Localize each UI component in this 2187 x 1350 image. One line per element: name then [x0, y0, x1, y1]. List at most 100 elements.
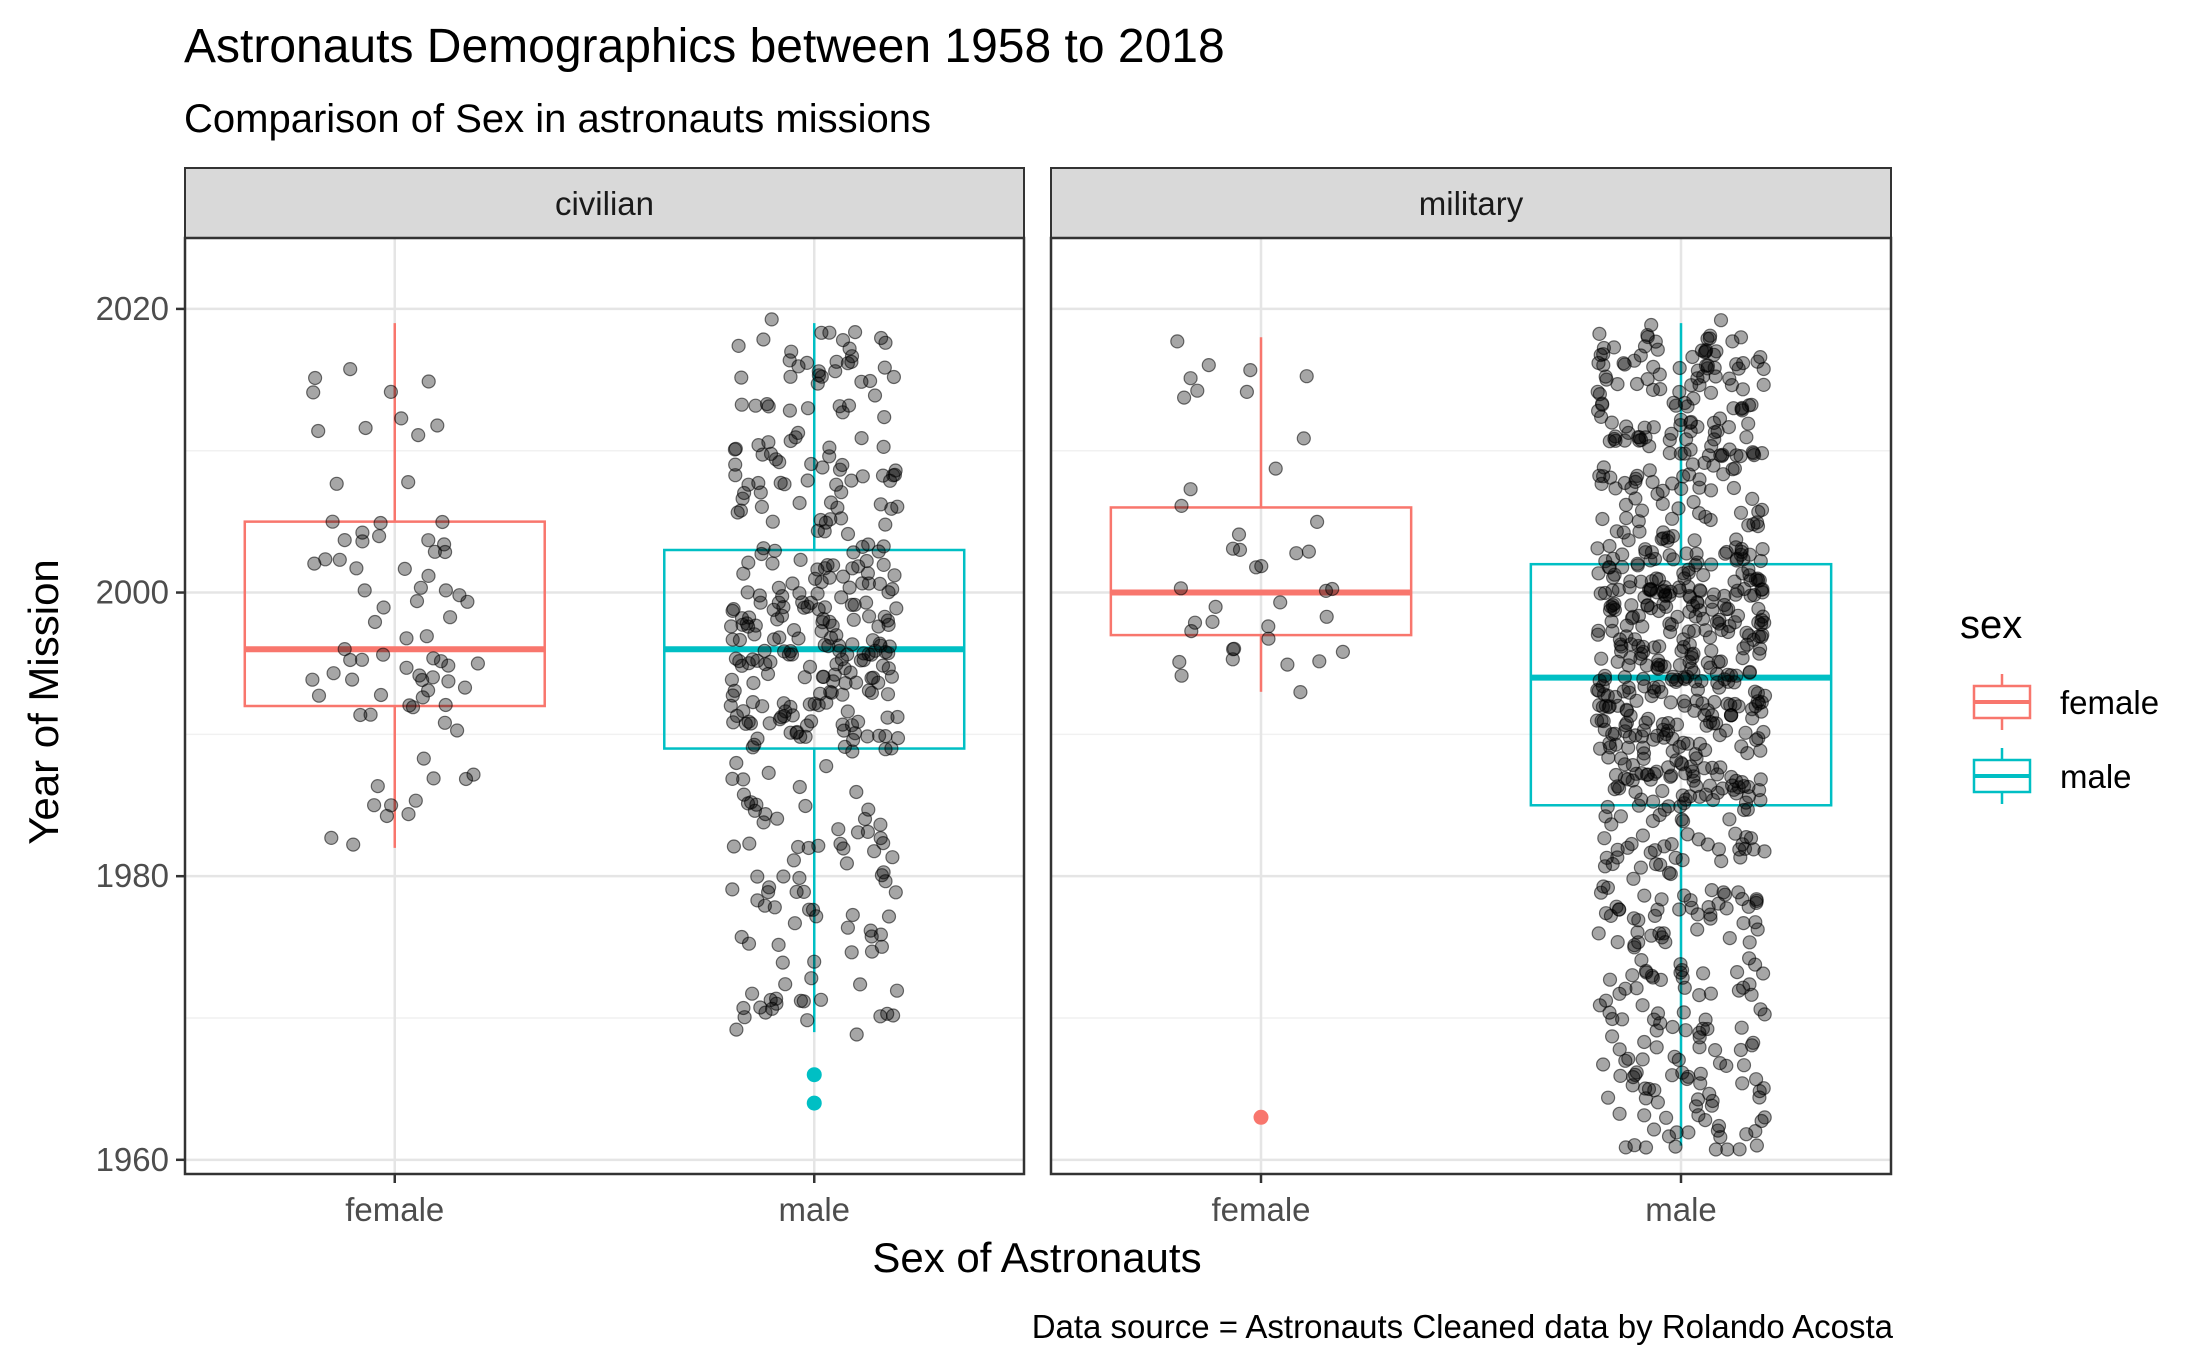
jitter-point	[1613, 809, 1629, 824]
jitter-point	[834, 590, 849, 605]
jitter-point	[1598, 993, 1614, 1008]
jitter-point	[889, 983, 905, 998]
jitter-point	[1735, 382, 1751, 397]
jitter-point	[376, 600, 391, 615]
jitter-point	[1649, 1040, 1664, 1055]
jitter-point	[1603, 740, 1618, 755]
jitter-point	[384, 798, 399, 813]
jitter-point	[1725, 334, 1740, 349]
jitter-point	[1709, 666, 1725, 682]
jitter-point	[742, 836, 757, 851]
jitter-point	[845, 907, 860, 923]
jitter-point	[1704, 708, 1720, 723]
jitter-point	[1672, 657, 1688, 673]
jitter-point	[1751, 504, 1766, 519]
jitter-point	[846, 545, 861, 560]
jitter-point	[1662, 616, 1677, 631]
jitter-point	[768, 452, 784, 467]
jitter-point	[799, 355, 815, 370]
jitter-point	[1665, 1019, 1680, 1035]
box-iqr	[1529, 562, 1833, 807]
jitter-point	[800, 1013, 815, 1028]
jitter-point	[421, 533, 436, 548]
jitter-point	[1739, 430, 1754, 445]
jitter-point	[792, 495, 807, 511]
jitter-point	[828, 364, 843, 379]
jitter-point	[1704, 439, 1719, 454]
jitter-point	[1653, 857, 1668, 872]
jitter-point	[1739, 1127, 1754, 1142]
jitter-point	[763, 992, 778, 1008]
facet-panels: civilian female male military female male	[183, 167, 1893, 1228]
jitter-point	[1698, 623, 1713, 638]
jitter-point	[840, 356, 856, 371]
jitter-point	[1702, 1086, 1717, 1102]
jitter-point	[1691, 832, 1706, 847]
jitter-point	[358, 420, 373, 436]
jitter-point	[804, 971, 819, 986]
jitter-point	[1591, 683, 1606, 698]
jitter-point	[1208, 599, 1223, 615]
jitter-point	[1693, 1076, 1708, 1091]
jitter-point	[876, 439, 891, 454]
jitter-point	[1636, 746, 1652, 761]
jitter-point	[793, 993, 809, 1008]
jitter-point	[1662, 446, 1677, 461]
jitter-point	[416, 751, 431, 766]
jitter-point	[1592, 326, 1607, 341]
jitter-point	[1293, 684, 1308, 700]
facet-strip-civilian	[184, 167, 1025, 239]
jitter-point	[863, 923, 878, 938]
jitter-point	[1753, 553, 1768, 569]
jitter-point	[741, 714, 756, 729]
jitter-point	[1672, 384, 1687, 400]
jitter-point	[425, 670, 440, 685]
jitter-point	[1755, 541, 1770, 557]
jitter-point	[325, 514, 340, 529]
jitter-point	[1731, 885, 1746, 900]
jitter-point	[1685, 457, 1700, 472]
jitter-point	[1205, 614, 1220, 630]
jitter-point	[1739, 829, 1754, 845]
jitter-point	[1172, 654, 1187, 670]
jitter-point	[845, 744, 860, 759]
legend-items: female male	[1972, 674, 2159, 804]
jitter-point	[1757, 1007, 1772, 1022]
jitter-point	[748, 398, 763, 413]
jitter-point	[1676, 1005, 1691, 1020]
jitter-point	[1637, 1034, 1652, 1050]
jitter-point	[872, 576, 888, 592]
jitter-point	[311, 688, 327, 703]
jitter-point	[394, 411, 409, 426]
jitter-point	[1652, 926, 1667, 941]
jitter-point	[1637, 1081, 1653, 1096]
jitter-point	[734, 370, 749, 385]
jitter-point	[761, 880, 777, 895]
jitter-point	[1301, 544, 1317, 559]
jitter-point	[1672, 739, 1687, 755]
jitter-point	[1721, 420, 1737, 435]
jitter-point	[761, 399, 776, 414]
jitter-point	[1625, 968, 1640, 983]
jitter-point	[1643, 845, 1658, 860]
jitter-point	[752, 588, 767, 603]
jitter-point	[864, 670, 879, 686]
jitter-point	[741, 477, 756, 492]
jitter-point	[1711, 616, 1727, 631]
jitter-point	[1637, 888, 1652, 903]
jitter-point	[1602, 538, 1617, 554]
jitter-point	[890, 730, 906, 746]
jitter-point	[458, 771, 474, 787]
jitter-point	[729, 1022, 744, 1037]
jitter-point	[890, 709, 905, 725]
jitter-point	[1644, 574, 1659, 589]
legend: sex female male	[1960, 603, 2159, 804]
jitter-point	[834, 652, 850, 667]
jitter-point	[1673, 965, 1688, 980]
jitter-point	[1709, 344, 1724, 359]
y-tick-label: 1960	[96, 1141, 169, 1178]
jitter-point	[825, 674, 841, 689]
jitter-point	[832, 643, 847, 659]
jitter-point	[1657, 579, 1672, 595]
jitter-point	[1596, 340, 1612, 356]
